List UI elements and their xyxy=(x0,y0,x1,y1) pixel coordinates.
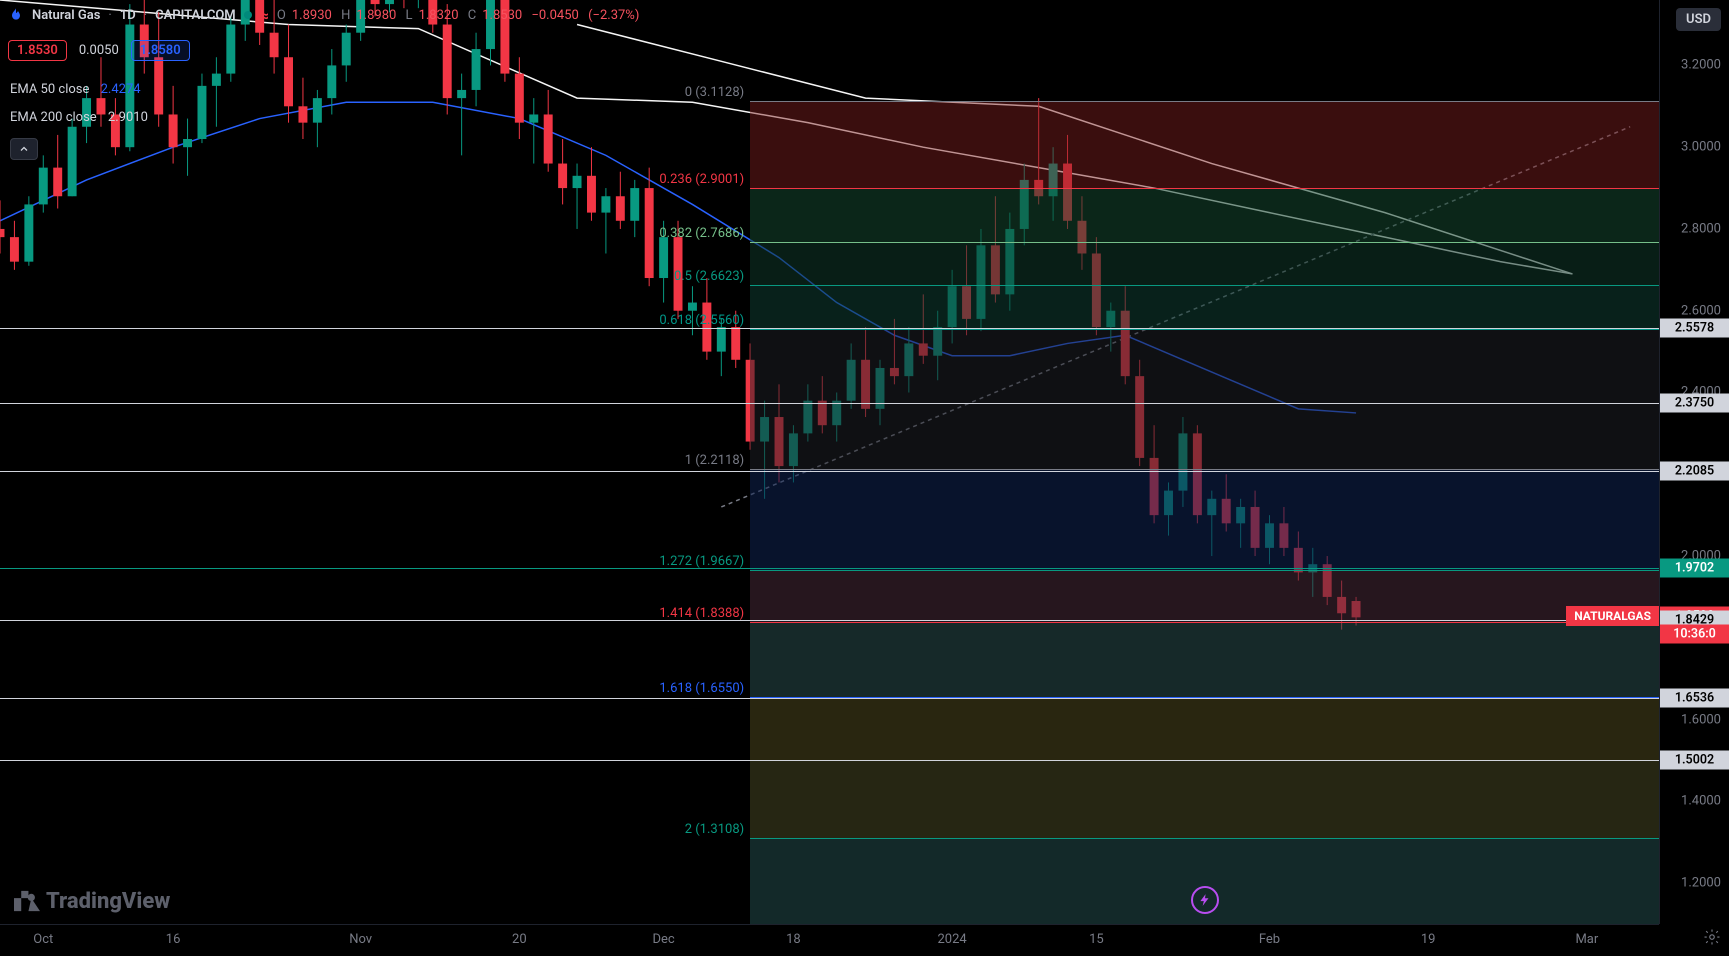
tradingview-logo: TradingView xyxy=(14,888,170,914)
fib-label: 1 (2.2118) xyxy=(0,453,744,469)
price-tick: 1.4000 xyxy=(1681,794,1721,809)
fib-line[interactable] xyxy=(750,101,1659,102)
price-axis[interactable]: 3.20003.00002.80002.60002.40002.20002.00… xyxy=(1659,0,1729,924)
price-tick: 3.2000 xyxy=(1681,58,1721,73)
price-tag: 2.2085 xyxy=(1660,461,1729,480)
approx-icon: ≈ xyxy=(260,6,269,25)
fib-line[interactable] xyxy=(750,329,1659,330)
collapse-indicators-button[interactable] xyxy=(10,138,38,160)
time-tick: 15 xyxy=(1089,932,1104,947)
indicator-ema50[interactable]: EMA 50 close 2.4274 xyxy=(10,82,141,97)
price-tick: 1.2000 xyxy=(1681,876,1721,891)
fib-label: 1.414 (1.8388) xyxy=(0,606,744,622)
spread-value: 0.0050 xyxy=(79,43,119,58)
time-tick: Oct xyxy=(33,932,53,947)
bid-badge: 1.8530 xyxy=(8,40,67,61)
price-tag: 1.5002 xyxy=(1660,751,1729,770)
time-axis[interactable]: Oct 16 Nov 20 Dec 18 2024 15 Feb 19 Mar xyxy=(0,924,1659,956)
countdown-tag: 10:36:0 xyxy=(1660,625,1729,644)
fib-line[interactable] xyxy=(750,697,1659,698)
fib-zone xyxy=(750,760,1659,837)
fib-zone xyxy=(750,285,1659,328)
fib-label: 0.382 (2.7686) xyxy=(0,226,744,242)
fib-label: 0.618 (2.5560) xyxy=(0,313,744,329)
price-tick: 2.6000 xyxy=(1681,303,1721,318)
fib-zone xyxy=(750,329,1659,470)
time-tick: Feb xyxy=(1259,932,1280,947)
price-badges: 1.8530 0.0050 1.8580 xyxy=(8,40,190,61)
price-tag: 1.9702 xyxy=(1660,559,1729,578)
fib-label: 2 (1.3108) xyxy=(0,822,744,838)
fib-zone xyxy=(750,697,1659,760)
time-tick: Dec xyxy=(652,932,674,947)
chart-topbar: Natural Gas · 1D · CAPITALCOM ≈ O1.8930 … xyxy=(0,0,1729,30)
horizontal-line[interactable] xyxy=(0,403,1659,404)
flash-button[interactable] xyxy=(1191,886,1219,914)
fib-line[interactable] xyxy=(750,242,1659,243)
flame-icon xyxy=(8,7,24,23)
fib-zone xyxy=(750,101,1659,188)
price-tag: 1.6536 xyxy=(1660,688,1729,707)
currency-badge[interactable]: USD xyxy=(1676,8,1721,31)
axis-settings-icon[interactable] xyxy=(1703,928,1721,950)
fib-line[interactable] xyxy=(750,188,1659,189)
indicator-ema200[interactable]: EMA 200 close 2.9010 xyxy=(10,110,148,125)
fib-zone xyxy=(750,188,1659,242)
fib-line[interactable] xyxy=(750,838,1659,839)
ohlc-display: O1.8930 H1.8980 L1.8320 C1.8530 −0.0450 … xyxy=(277,8,645,23)
fib-line[interactable] xyxy=(750,469,1659,470)
fib-line[interactable] xyxy=(750,570,1659,571)
price-tag: 2.3750 xyxy=(1660,393,1729,412)
price-tick: 3.0000 xyxy=(1681,140,1721,155)
horizontal-line[interactable] xyxy=(0,760,1659,761)
time-tick: 16 xyxy=(166,932,181,947)
ask-badge: 1.8580 xyxy=(131,40,190,61)
time-tick: Nov xyxy=(349,932,372,947)
fib-zone xyxy=(750,570,1659,622)
price-tick: 2.8000 xyxy=(1681,221,1721,236)
fib-label: 0.236 (2.9001) xyxy=(0,172,744,188)
time-tick: 18 xyxy=(786,932,801,947)
time-tick: 2024 xyxy=(937,932,966,947)
market-status-dot xyxy=(244,11,252,19)
fib-zone xyxy=(750,242,1659,285)
price-tag: 2.5578 xyxy=(1660,318,1729,337)
fib-line[interactable] xyxy=(750,622,1659,623)
time-tick: 19 xyxy=(1421,932,1436,947)
interval[interactable]: 1D xyxy=(120,8,136,23)
fib-zone xyxy=(750,469,1659,569)
horizontal-line[interactable] xyxy=(0,471,1659,472)
broker: CAPITALCOM xyxy=(155,8,236,23)
fib-line[interactable] xyxy=(750,285,1659,286)
time-tick: Mar xyxy=(1575,932,1598,947)
price-tick: 1.6000 xyxy=(1681,712,1721,727)
fib-label: 0.5 (2.6623) xyxy=(0,269,744,285)
fib-label: 1.272 (1.9667) xyxy=(0,554,744,570)
fib-label: 1.618 (1.6550) xyxy=(0,681,744,697)
time-tick: 20 xyxy=(512,932,527,947)
fib-zone xyxy=(750,622,1659,697)
symbol-tag: NATURALGAS xyxy=(1566,606,1659,626)
symbol-name[interactable]: Natural Gas xyxy=(32,8,100,23)
